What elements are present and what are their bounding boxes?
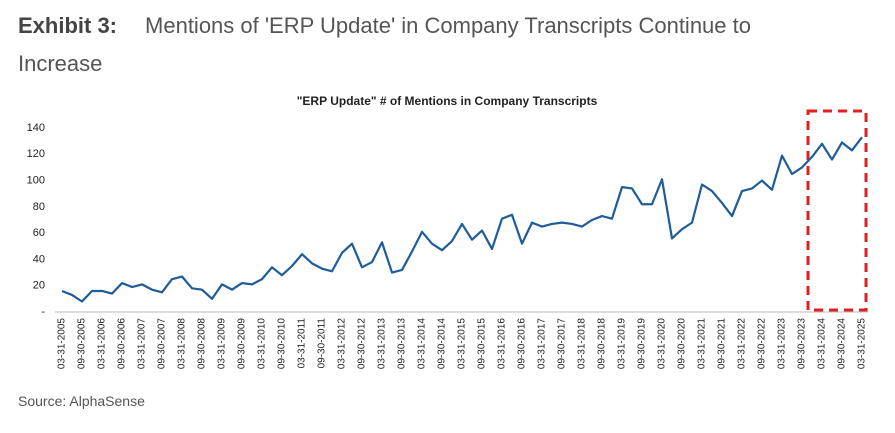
x-tick-label: 09-30-2010 <box>277 318 288 370</box>
x-tick-label: 09-30-2018 <box>597 318 608 370</box>
x-tick-label: 03-31-2007 <box>137 318 148 370</box>
source: Source: AlphaSense <box>18 393 145 409</box>
x-tick-label: 03-31-2018 <box>577 318 588 370</box>
y-tick-label: 120 <box>27 148 45 160</box>
x-tick-label: 03-31-2009 <box>217 318 228 370</box>
y-tick-label: 100 <box>27 174 45 186</box>
x-tick-label: 03-31-2006 <box>97 318 108 370</box>
y-tick-label: 40 <box>33 253 45 265</box>
x-tick-label: 09-30-2005 <box>77 318 88 370</box>
x-tick-label: 09-30-2011 <box>317 318 328 369</box>
y-tick-label: - <box>41 306 45 318</box>
y-tick-label: 20 <box>33 280 45 292</box>
x-tick-label: 09-30-2023 <box>797 318 808 370</box>
x-tick-label: 03-31-2021 <box>697 318 708 370</box>
x-tick-label: 03-31-2005 <box>57 318 68 370</box>
x-tick-label: 03-31-2013 <box>377 318 388 370</box>
x-tick-label: 03-31-2014 <box>417 318 428 370</box>
y-tick-label: 60 <box>33 227 45 239</box>
exhibit-label: Exhibit 3: <box>18 13 118 38</box>
x-tick-label: 09-30-2006 <box>117 318 128 370</box>
x-tick-label: 03-31-2011 <box>297 318 308 369</box>
x-tick-label: 03-31-2023 <box>777 318 788 370</box>
x-tick-label: 03-31-2024 <box>817 318 828 370</box>
x-tick-label: 09-30-2014 <box>437 318 448 370</box>
x-tick-label: 09-30-2008 <box>197 318 208 370</box>
highlight-box <box>806 109 868 312</box>
x-tick-label: 03-31-2017 <box>537 318 548 370</box>
x-tick-label: 03-31-2022 <box>737 318 748 370</box>
x-tick-label: 03-31-2010 <box>257 318 268 370</box>
x-tick-label: 03-31-2016 <box>497 318 508 370</box>
x-tick-label: 09-30-2024 <box>837 318 848 370</box>
x-tick-label: 03-31-2012 <box>337 318 348 370</box>
x-tick-label: 03-31-2008 <box>177 318 188 370</box>
header: Exhibit 3: Mentions of 'ERP Update' in Co… <box>18 7 808 83</box>
chart-title: "ERP Update" # of Mentions in Company Tr… <box>297 94 598 108</box>
x-tick-label: 09-30-2022 <box>757 318 768 370</box>
line <box>61 136 863 303</box>
y-tick-label: 80 <box>33 201 45 213</box>
x-tick-label: 09-30-2021 <box>717 318 728 370</box>
x-tick-label: 09-30-2009 <box>237 318 248 370</box>
x-tick-label: 03-31-2020 <box>657 318 668 370</box>
x-tick-label: 09-30-2013 <box>397 318 408 370</box>
x-tick-label: 09-30-2017 <box>557 318 568 370</box>
x-tick-label: 09-30-2012 <box>357 318 368 370</box>
x-tick-label: 09-30-2020 <box>677 318 688 370</box>
x-tick-label: 03-31-2019 <box>617 318 628 370</box>
x-tick-label: 09-30-2007 <box>157 318 168 370</box>
x-tick-label: 09-30-2019 <box>637 318 648 370</box>
x-tick-label: 09-30-2016 <box>517 318 528 370</box>
x-tick-label: 03-31-2025 <box>857 318 868 370</box>
x-tick-label: 03-31-2015 <box>457 318 468 370</box>
y-tick-label: 140 <box>27 122 45 134</box>
page-title: Mentions of 'ERP Update' in Company Tran… <box>18 13 751 76</box>
x-tick-label: 09-30-2015 <box>477 318 488 370</box>
